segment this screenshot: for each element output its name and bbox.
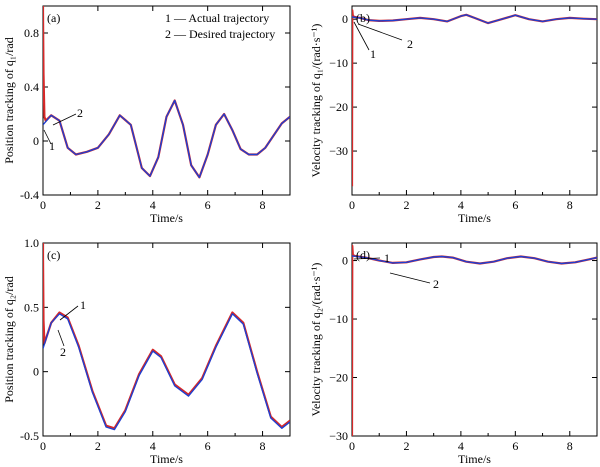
annotation-leader [59,305,79,321]
panel-2: 0 2 4 6 8 0 −10 −20 −30 1 2 (b) Time/s Velocity track… [309,5,598,225]
x-tick-label: 4 [458,439,464,453]
x-tick-label: 4 [150,439,156,453]
y-tick-label: −30 [329,144,348,158]
series-line-2 [43,99,290,179]
y-axis-label: Velocity tracking of q₂/(rad·s⁻¹) [309,263,323,417]
y-tick-label: 0 [33,365,39,379]
annotation-label: 2 [433,277,439,291]
x-axis-label: Time/s [150,452,183,466]
y-tick-label: −10 [329,312,348,326]
x-tick-label: 0 [40,198,46,212]
y-tick-label: 0 [33,134,39,148]
annotation-label: 1 [80,298,86,312]
annotation-label: 1 [370,47,376,61]
panel-label: (a) [47,11,60,25]
y-tick-label: −20 [329,100,348,114]
x-tick-label: 0 [349,198,355,212]
y-tick-label: -0.4 [20,188,39,202]
series-line-1 [43,243,290,430]
x-axis-label: Time/s [458,452,491,466]
series-line-1 [352,9,597,187]
y-axis-label: Velocity tracking of q₁/(rad·s⁻¹) [309,24,323,178]
y-tick-label: 0 [342,12,348,26]
annotation-leader [389,272,431,284]
x-tick-label: 2 [95,198,101,212]
y-tick-label: 1.0 [24,236,39,250]
y-tick-label: -0.5 [20,429,39,443]
x-tick-label: 6 [512,439,518,453]
y-tick-label: −10 [329,56,348,70]
y-tick-label: −30 [329,429,348,443]
x-axis-label: Time/s [150,211,183,225]
annotation-label: 2 [60,345,66,359]
y-tick-label: 0.4 [24,80,39,94]
x-tick-label: 6 [512,198,518,212]
panel-label: (d) [356,248,370,262]
y-axis-label: Position tracking of q₂/rad [2,276,16,403]
legend-entry-1: 1 — Actual trajectory [165,11,269,25]
series-line-2 [352,14,597,24]
series-line-2 [352,255,597,265]
plot-frame [351,5,598,196]
x-tick-label: 8 [567,198,573,212]
y-tick-label: 0 [342,254,348,268]
legend: 1 — Actual trajectory 2 — Desired trajec… [165,11,275,41]
x-tick-label: 2 [95,439,101,453]
series-line-1 [352,244,597,436]
panel-label: (b) [356,11,370,25]
annotation-label: 1 [384,251,390,265]
annotation-leader [357,23,403,41]
legend-entry-2: 2 — Desired trajectory [165,27,275,41]
y-tick-label: 0.5 [24,300,39,314]
annotation-leader [353,21,370,51]
x-tick-label: 6 [205,439,211,453]
annotation-label: 2 [407,37,413,51]
panel-label: (c) [47,248,60,262]
y-tick-label: 0.8 [24,26,39,40]
plot-frame [351,242,598,437]
x-tick-label: 8 [567,439,573,453]
x-tick-label: 6 [205,198,211,212]
annotation-leader [52,113,77,126]
annotation-label: 1 [49,139,55,153]
annotation-leader [57,329,65,347]
x-tick-label: 2 [403,198,409,212]
plot-frame [42,242,291,437]
annotation-label: 2 [77,106,83,120]
x-axis-label: Time/s [458,211,491,225]
x-tick-label: 0 [40,439,46,453]
x-tick-label: 4 [150,198,156,212]
y-axis-label: Position tracking of q₁/rad [2,37,16,164]
panel-4: 0 2 4 6 8 0 −10 −20 −30 1 2 (d) Time/s Velocity track… [309,242,598,466]
x-tick-label: 8 [260,439,266,453]
x-tick-label: 2 [403,439,409,453]
x-tick-label: 8 [260,198,266,212]
y-tick-label: −20 [329,371,348,385]
x-tick-label: 0 [349,439,355,453]
series-line-2 [43,313,290,431]
annotation-leader [43,129,52,145]
annotation-leader [353,257,381,260]
x-tick-label: 4 [458,198,464,212]
